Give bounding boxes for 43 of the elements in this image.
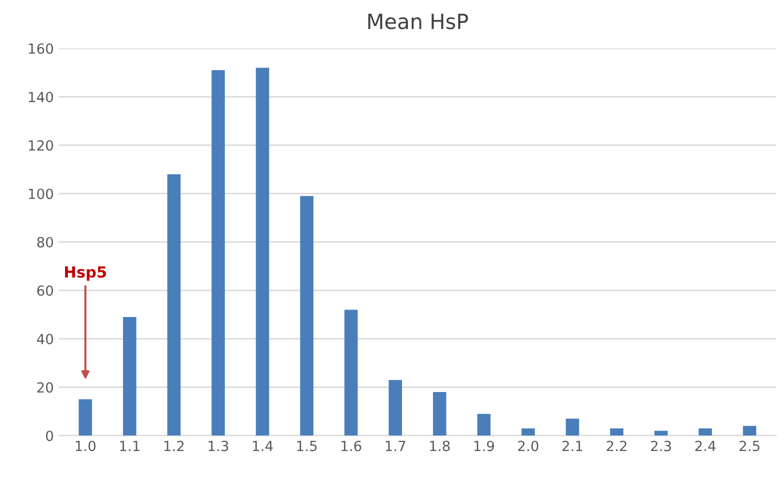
bar [123, 317, 136, 436]
bar [167, 174, 181, 436]
y-tick-label: 140 [28, 92, 54, 102]
bar [388, 380, 402, 436]
x-tick-label: 1.1 [120, 440, 140, 452]
y-tick-label: 0 [46, 430, 54, 442]
bar [344, 310, 358, 436]
x-tick-label: 2.1 [562, 440, 582, 452]
y-tick-label: 60 [37, 285, 54, 296]
bar [522, 428, 535, 436]
x-tick-label: 1.5 [297, 440, 317, 452]
bar [256, 68, 270, 436]
x-tick-label: 1.3 [208, 440, 228, 452]
y-tick-label: 120 [28, 140, 54, 151]
x-tick-label: 2.4 [695, 440, 716, 452]
bar [432, 392, 446, 436]
chart-title: Mean HsP [368, 14, 468, 30]
bar [610, 428, 624, 436]
annotation: Hsp5 [65, 266, 106, 281]
y-tick-label: 80 [37, 236, 54, 248]
bar [212, 70, 225, 436]
bar [654, 430, 668, 436]
x-tick-label: 1.6 [342, 440, 362, 452]
bar [300, 196, 314, 436]
x-tick-label: 2.2 [606, 440, 626, 452]
y-tick-label: 40 [36, 334, 54, 344]
x-tick-label: 1.4 [252, 440, 273, 452]
x-tick-label: 1.7 [386, 440, 406, 452]
x-tick-label: 2.3 [651, 440, 671, 452]
bar [742, 426, 756, 436]
x-tick-label: 1.0 [76, 440, 96, 452]
x-tick-label: 2.0 [518, 440, 538, 452]
x-tick-label: 1.2 [164, 440, 184, 452]
bar [477, 414, 491, 436]
y-tick-label: 160 [28, 43, 54, 54]
bar [78, 399, 92, 436]
y-tick-label: 100 [28, 188, 54, 200]
x-tick-label: 1.9 [474, 440, 494, 452]
bar [698, 428, 712, 436]
bar [566, 418, 580, 436]
x-tick-label: 1.8 [430, 440, 450, 452]
x-tick-label: 2.5 [740, 440, 760, 452]
y-tick-label: 20 [37, 382, 54, 393]
